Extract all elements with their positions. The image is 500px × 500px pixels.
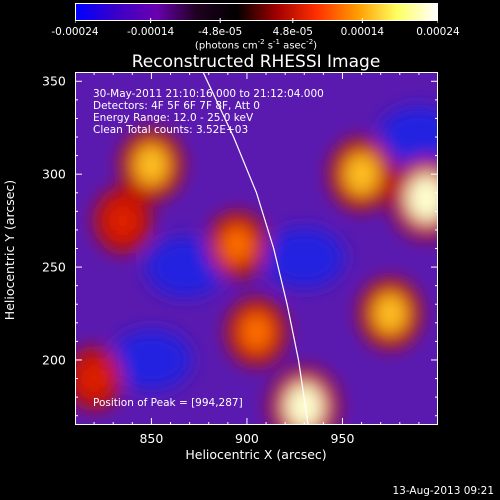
heatmap-cold-spot — [378, 107, 438, 168]
y-axis-label: Heliocentric Y (arcsec) — [2, 179, 17, 321]
heatmap-hot-core — [285, 383, 324, 425]
axis-ticks — [75, 72, 438, 425]
heatmap-plot — [75, 72, 438, 425]
annotation-peak-position: Position of Peak = [994,287] — [93, 397, 243, 409]
heatmap-hot-core — [79, 361, 109, 396]
heatmap-cold-spot — [145, 237, 226, 298]
heatmap-hot-core — [240, 313, 273, 352]
x-axis-label: Heliocentric X (arcsec) — [185, 447, 327, 462]
heatmap-cold-spot — [264, 227, 345, 288]
annotation-clean-counts: Clean Total counts: 3.52E+03 — [93, 124, 249, 136]
y-tick-label: 300 — [42, 166, 66, 182]
heatmap-hot-core — [344, 153, 380, 196]
colorbar-tick-label: 0.00024 — [416, 26, 460, 38]
annotation-time-range: 30-May-2011 21:10:16.000 to 21:12:04.000 — [93, 88, 324, 100]
colorbar-unit-label: (photons cm-2 s-1 asec-2) — [194, 38, 318, 52]
colorbar-tick-label: -0.00014 — [127, 26, 175, 38]
footer-timestamp: 13-Aug-2013 09:21 — [392, 485, 494, 497]
annotation-detectors: Detectors: 4F 5F 6F 7F 8F, Att 0 — [93, 100, 260, 112]
heatmap-cold-spot — [111, 329, 192, 390]
colorbar-tick-label: 4.8e-05 — [272, 26, 313, 38]
heatmap-hot-core — [134, 144, 169, 186]
x-tick-label: 900 — [235, 431, 259, 446]
colorbar — [75, 3, 438, 21]
annotation-energy-range: Energy Range: 12.0 - 25.0 keV — [93, 112, 254, 124]
x-tick-label: 850 — [139, 431, 164, 446]
chart-title: Reconstructed RHESSI Image — [131, 52, 381, 72]
colorbar-tick-label: -0.00024 — [51, 26, 99, 38]
colorbar-ticks — [75, 18, 438, 23]
heatmap-hot-core — [406, 174, 438, 223]
heatmap-hot-core — [221, 226, 253, 264]
y-tick-label: 200 — [42, 352, 66, 368]
heatmap-hot-core — [373, 293, 407, 334]
colorbar-tick-label: 0.00014 — [340, 26, 385, 38]
solar-limb-line — [202, 72, 309, 425]
x-tick-label: 950 — [330, 431, 355, 446]
heatmap-hot-core — [107, 202, 138, 239]
colorbar-tick-label: -4.8e-05 — [198, 26, 243, 38]
y-tick-label: 350 — [42, 73, 66, 89]
y-tick-label: 250 — [42, 259, 66, 275]
